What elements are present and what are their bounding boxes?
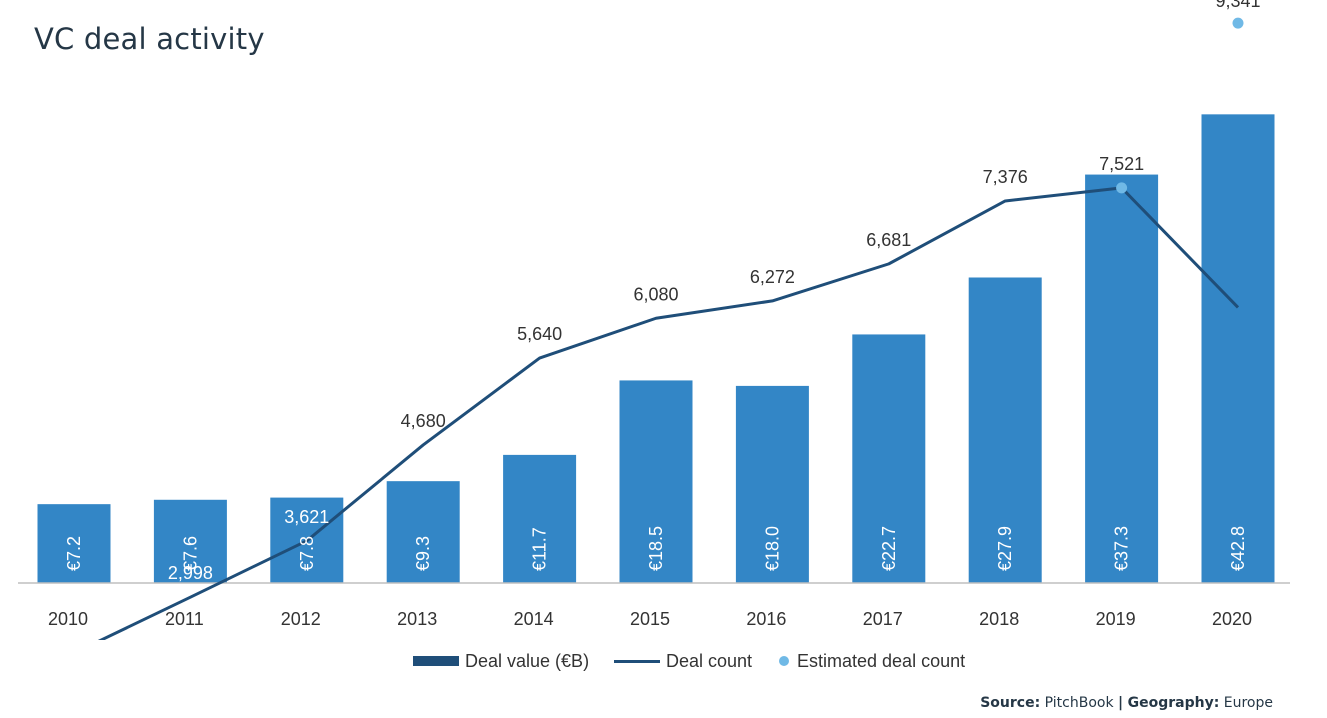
bar-value-label-2016: €18.0 xyxy=(762,526,782,571)
legend-swatch-bar xyxy=(413,656,459,666)
x-tick-2016: 2016 xyxy=(746,609,786,629)
bar-value-label-2012: €7.8 xyxy=(297,536,317,571)
bar-value-label-2014: €11.7 xyxy=(530,527,550,571)
bar-2016 xyxy=(735,385,809,583)
deal-count-label-2014: 5,640 xyxy=(517,324,562,344)
source-label: Source: xyxy=(980,695,1041,711)
legend: Deal value (€B) Deal count Estimated dea… xyxy=(0,648,1327,676)
legend-swatch-dot xyxy=(779,656,789,666)
bar-2020 xyxy=(1201,114,1275,583)
deal-count-label-2015: 6,080 xyxy=(633,284,678,304)
deal-count-label-2018: 7,376 xyxy=(983,167,1028,187)
bar-value-label-2020: €42.8 xyxy=(1228,526,1248,571)
estimated-label-2020: 9,341 xyxy=(1215,0,1260,11)
bar-2015 xyxy=(619,380,693,583)
bar-value-label-2018: €27.9 xyxy=(995,526,1015,571)
deal-count-label-2012: 3,621 xyxy=(284,507,329,527)
bars-layer xyxy=(37,114,1275,583)
deal-count-label-2017: 6,681 xyxy=(866,230,911,250)
x-tick-2013: 2013 xyxy=(397,609,437,629)
bar-2018 xyxy=(968,277,1042,583)
bar-value-label-2019: €37.3 xyxy=(1112,526,1132,571)
legend-swatch-line xyxy=(614,659,660,663)
x-tick-2020: 2020 xyxy=(1212,609,1252,629)
bar-value-label-2017: €22.7 xyxy=(879,526,899,571)
bar-value-label-2013: €9.3 xyxy=(413,536,433,571)
x-tick-2014: 2014 xyxy=(514,609,554,629)
deal-count-line xyxy=(97,186,1240,640)
legend-label-deal-count: Deal count xyxy=(666,650,753,671)
estimated-dot-2020 xyxy=(1232,17,1244,29)
bar-2017 xyxy=(852,334,926,583)
x-tick-labels: 2010 2011 2012 2013 2014 2015 2016 2017 2018 2019… xyxy=(48,609,1252,629)
bar-2014 xyxy=(503,454,577,583)
bar-value-label-2011: €7.6 xyxy=(180,536,200,571)
estimated-dot-2019 xyxy=(1116,182,1128,194)
bar-2011 xyxy=(153,499,227,583)
x-tick-2017: 2017 xyxy=(863,609,903,629)
line-layer xyxy=(97,17,1244,640)
deal-count-label-2011: 2,998 xyxy=(168,563,213,583)
x-tick-2010: 2010 xyxy=(48,609,88,629)
x-tick-2019: 2019 xyxy=(1096,609,1136,629)
chart-title: VC deal activity xyxy=(34,22,265,56)
deal-count-label-2016: 6,272 xyxy=(750,267,795,287)
x-tick-2012: 2012 xyxy=(281,609,321,629)
bar-value-label-2015: €18.5 xyxy=(646,526,666,571)
legend-item-deal-count: Deal count xyxy=(614,648,752,674)
deal-count-label-2013: 4,680 xyxy=(401,411,446,431)
source-separator: | xyxy=(1118,695,1124,711)
legend-label-estimated: Estimated deal count xyxy=(797,650,966,671)
source-value: PitchBook xyxy=(1044,695,1114,711)
geography-label: Geography: xyxy=(1127,695,1220,711)
bar-2010 xyxy=(37,504,111,583)
legend-label-deal-value: Deal value (€B) xyxy=(465,650,590,671)
deal-count-label-2010: 2,380 xyxy=(51,619,96,639)
bar-2013 xyxy=(386,481,460,583)
source-note: Source: PitchBook | Geography: Europe xyxy=(980,695,1273,711)
legend-item-deal-value: Deal value (€B) xyxy=(413,648,589,674)
labels-layer: €7.2 €7.6 €7.8 €9.3 €11.7 €18.5 €18.0 €22.7 €27.… xyxy=(51,0,1260,639)
x-tick-2011: 2011 xyxy=(165,609,204,629)
deal-count-label-2019: 7,521 xyxy=(1099,154,1144,174)
chart-canvas: €7.2 €7.6 €7.8 €9.3 €11.7 €18.5 €18.0 €22.7 €27.… xyxy=(18,0,1290,640)
geography-value: Europe xyxy=(1223,695,1273,711)
bar-value-label-2010: €7.2 xyxy=(64,536,84,571)
legend-item-estimated: Estimated deal count xyxy=(779,648,965,674)
x-tick-2015: 2015 xyxy=(630,609,670,629)
x-tick-2018: 2018 xyxy=(979,609,1019,629)
bar-2019 xyxy=(1085,174,1159,583)
